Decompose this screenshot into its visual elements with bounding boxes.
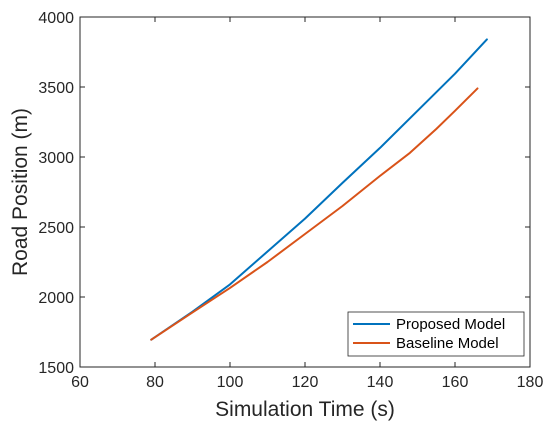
x-tick-label: 140 [367, 374, 394, 391]
x-axis-label: Simulation Time (s) [215, 398, 395, 421]
plot-area [79, 16, 531, 368]
y-tick-labels: 1500 2000 2500 3000 3500 4000 [38, 10, 74, 377]
y-axis-label: Road Position (m) [9, 108, 32, 276]
x-tick-label: 160 [442, 374, 469, 391]
series-lines [150, 38, 488, 341]
axis-ticks [79, 16, 531, 368]
y-tick-label: 2500 [38, 220, 74, 237]
y-tick-label: 4000 [38, 10, 74, 27]
series-line-proposed [150, 38, 488, 341]
legend: Proposed Model Baseline Model [347, 311, 525, 357]
x-tick-label: 100 [217, 374, 244, 391]
y-tick-label: 2000 [38, 290, 74, 307]
x-tick-label: 80 [146, 374, 164, 391]
series-line-baseline [150, 87, 479, 341]
legend-label-baseline: Baseline Model [396, 335, 499, 352]
legend-box [347, 311, 525, 357]
x-tick-label: 180 [517, 374, 544, 391]
y-tick-label: 3500 [38, 80, 74, 97]
x-tick-label: 60 [71, 374, 89, 391]
x-tick-labels: 60 80 100 120 140 160 180 [71, 374, 543, 391]
legend-label-proposed: Proposed Model [396, 316, 505, 333]
y-tick-label: 3000 [38, 150, 74, 167]
x-tick-label: 120 [292, 374, 319, 391]
y-tick-label: 1500 [38, 360, 74, 377]
